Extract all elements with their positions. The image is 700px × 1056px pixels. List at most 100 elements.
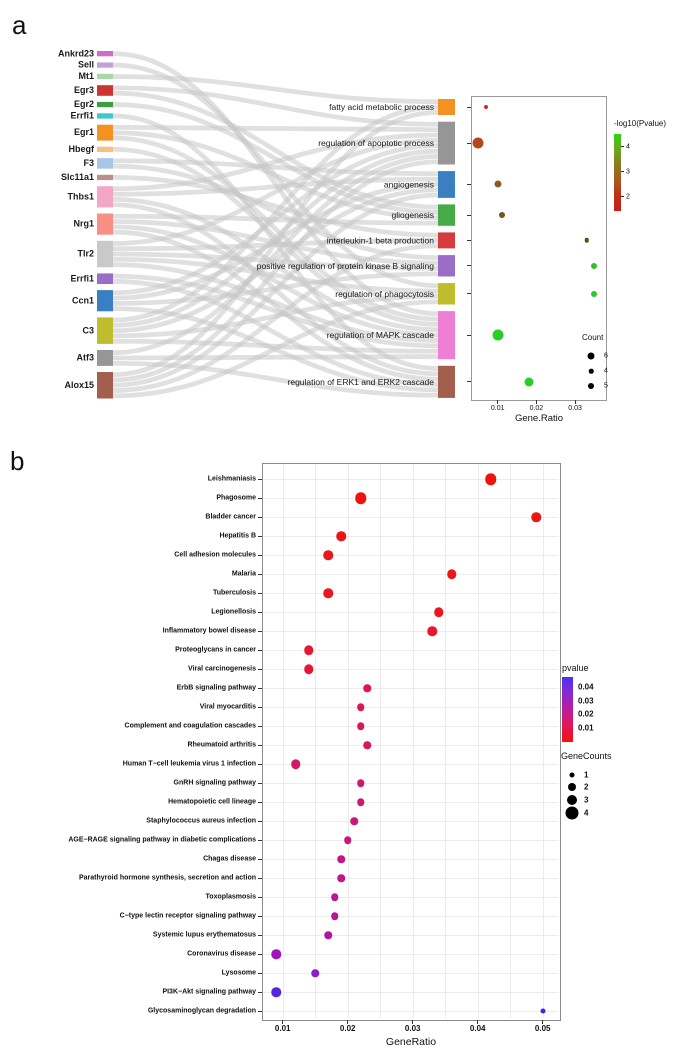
sankey-link (112, 360, 439, 398)
pathway-label: Malaria (231, 570, 256, 578)
pathway-label: ErbB signaling pathway (176, 684, 256, 692)
gene-node (97, 372, 113, 399)
gridline-horizontal (263, 669, 558, 670)
bubbleplot-b-point (303, 664, 314, 674)
bubbleplot-b-y-tickmark (258, 649, 262, 651)
pathway-label: Hematopoietic cell lineage (168, 798, 256, 806)
pathway-label: Parathyroid hormone synthesis, secretion… (79, 874, 256, 882)
dotplot-a-x-ticklabel: 0.02 (529, 405, 544, 412)
bubbleplot-b-point (433, 607, 444, 617)
pathway-label: Tuberculosis (212, 589, 256, 597)
gridline-vertical (445, 464, 447, 1018)
panel-a-label: a (12, 10, 27, 40)
bubbleplot-b-point (363, 741, 371, 749)
gene-label: Errfi1 (70, 273, 94, 283)
pathway-label: Chagas disease (203, 855, 256, 863)
gridline-horizontal (263, 688, 558, 689)
legend-neglog10-tickmark (621, 196, 624, 198)
legend-pvalue-title: pvalue (562, 663, 589, 673)
pathway-label: Proteoglycans in cancer (175, 646, 256, 654)
sankey-link (112, 197, 439, 333)
legend-genecounts-title: GeneCounts (561, 751, 612, 761)
gene-node (97, 174, 113, 181)
sankey-link (112, 135, 439, 322)
dotplot-a-x-tickmark (497, 400, 499, 404)
gridline-horizontal (263, 574, 558, 575)
gene-node (97, 124, 113, 141)
go-term-label: regulation of MAPK cascade (327, 330, 435, 340)
bubbleplot-b-point (337, 855, 345, 863)
sankey-link (112, 159, 439, 383)
bubbleplot-b-point (336, 531, 346, 541)
gene-node (97, 113, 113, 119)
pathway-label: Inflammatory bowel disease (162, 627, 256, 635)
gene-node (97, 85, 113, 96)
bubbleplot-b-y-tickmark (258, 801, 262, 803)
bubbleplot-b-y-tickmark (258, 516, 262, 518)
gene-node (97, 273, 113, 284)
bubbleplot-b-y-tickmark (258, 744, 262, 746)
go-term-node (438, 311, 455, 360)
dotplot-a-y-tickmark (467, 142, 471, 144)
bubbleplot-b-y-tickmark (258, 820, 262, 822)
pathway-label: AGE−RAGE signaling pathway in diabetic c… (68, 836, 256, 844)
gene-node (97, 62, 113, 68)
legend-count-label: 5 (604, 382, 608, 390)
sankey-link (112, 148, 439, 328)
legend-count-label: 6 (604, 352, 608, 360)
dotplot-a-point (591, 262, 598, 269)
dotplot-a-y-tickmark (467, 239, 471, 241)
bubbleplot-b-y-tickmark (258, 497, 262, 499)
bubbleplot-b-x-ticklabel: 0.04 (469, 1024, 486, 1033)
bubbleplot-b-y-tickmark (258, 630, 262, 632)
gridline-horizontal (263, 897, 558, 898)
bubbleplot-b-point (356, 779, 365, 787)
dotplot-a-point (498, 212, 505, 219)
sankey-link (112, 243, 439, 393)
gene-label: C3 (82, 325, 94, 335)
bubbleplot-b-point (531, 512, 541, 522)
sankey-link (112, 132, 439, 192)
pathway-label: Legionellosis (211, 608, 256, 616)
legend-pvalue-ticklabel: 0.04 (578, 682, 594, 692)
bubbleplot-b-y-tickmark (258, 839, 262, 841)
gene-node (97, 240, 113, 268)
gridline-horizontal (263, 1011, 558, 1012)
legend-genecounts-dot (569, 772, 575, 778)
legend-pvalue-ticklabel: 0.02 (578, 709, 594, 719)
pathway-label: Viral carcinogenesis (188, 665, 256, 673)
gene-label: Thbs1 (67, 191, 94, 201)
gene-label: Alox15 (64, 380, 94, 390)
sankey-link (112, 299, 439, 399)
pathway-label: Leishmaniasis (207, 475, 256, 483)
sankey-link (112, 176, 439, 197)
legend-pvalue-ticklabel: 0.01 (578, 723, 594, 733)
bubbleplot-b-point (271, 987, 281, 997)
gridline-horizontal (263, 536, 558, 537)
dotplot-a-point (472, 137, 484, 149)
gridline-vertical (282, 464, 284, 1018)
pathway-label: PI3K−Akt signaling pathway (162, 988, 256, 996)
pathway-label: C−type lectin receptor signaling pathway (119, 912, 256, 920)
sankey-link (112, 124, 439, 133)
dotplot-a-point (591, 290, 598, 297)
pathway-label: Systemic lupus erythematosus (152, 931, 256, 939)
gridline-horizontal (263, 840, 558, 841)
bubbleplot-b-point (356, 703, 365, 711)
go-term-label: fatty acid metabolic process (329, 102, 434, 112)
pathway-label: Human T−cell leukemia virus 1 infection (122, 760, 256, 768)
sankey-link (112, 224, 439, 338)
sankey-link (112, 175, 439, 238)
gene-label: Nrg1 (73, 219, 94, 229)
dotplot-a-point (494, 180, 502, 188)
dotplot-a-panel (471, 96, 607, 401)
gridline-vertical (380, 464, 382, 1018)
gene-node (97, 186, 113, 208)
go-term-label: regulation of ERK1 and ERK2 cascade (288, 377, 435, 387)
pathway-label: GnRH signaling pathway (173, 779, 256, 787)
gene-node (97, 73, 113, 80)
bubbleplot-b-point (446, 569, 457, 579)
bubbleplot-b-point (311, 969, 319, 977)
pathway-label: Coronavirus disease (187, 950, 256, 958)
bubbleplot-b-y-tickmark (258, 877, 262, 879)
